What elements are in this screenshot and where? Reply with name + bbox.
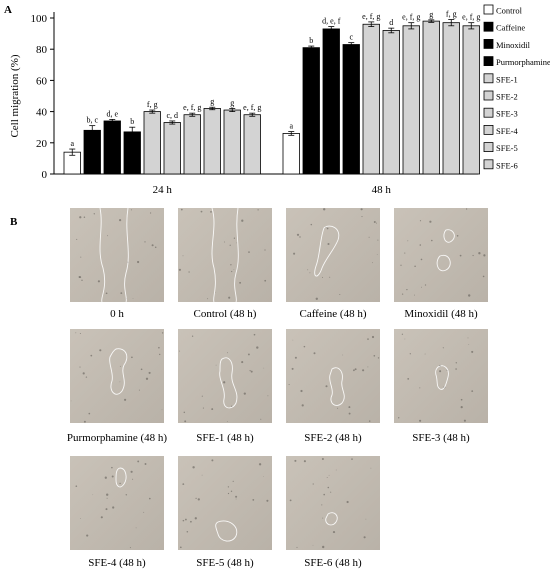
legend-label: SFE-3 [496, 109, 518, 119]
bar-sfe-1-48h [362, 23, 380, 175]
bar-purmorphamine-24h [123, 131, 141, 175]
micrograph-image [70, 456, 164, 550]
bar-sfe-2-48h [382, 30, 400, 175]
significance-label: e, f, g [362, 12, 380, 21]
legend-label: Purmorphamine [496, 57, 550, 67]
y-tick-label: 20 [36, 138, 48, 150]
legend-label: SFE-5 [496, 143, 518, 153]
legend-label: SFE-6 [496, 160, 518, 170]
micrograph-image [70, 208, 164, 302]
significance-label: g [230, 98, 234, 107]
bar-sfe-5-24h [223, 109, 241, 175]
significance-label: g [210, 97, 214, 106]
cell-migration-bar-chart: 0 20 40 60 80 100 Cell migration (%) a b, c d, e b… [9, 4, 550, 196]
x-category-label: 24 h [153, 184, 173, 196]
bar-caffeine-24h [83, 129, 101, 175]
micrograph-image [70, 329, 164, 423]
image-caption: SFE-4 (48 h) [88, 557, 146, 569]
micrograph-image [178, 208, 272, 302]
image-caption: Purmorphamine (48 h) [66, 432, 168, 444]
significance-label: a [70, 139, 74, 148]
micrograph-image [286, 456, 380, 550]
bar-sfe-4-24h [203, 108, 221, 175]
significance-label: c, d [166, 111, 178, 120]
legend-label: Minoxidil [496, 40, 531, 50]
bar-sfe-3-24h [183, 114, 201, 175]
x-category-label: 48 h [372, 184, 392, 196]
legend-swatch [483, 90, 494, 101]
panel-b-letter: B [10, 216, 18, 228]
bar-sfe-3-48h [402, 25, 420, 175]
significance-label: f, g [147, 100, 158, 109]
legend-label: SFE-1 [496, 74, 518, 84]
bar-sfe-5-48h [442, 22, 460, 175]
significance-label: g [429, 10, 433, 19]
bar-minoxidil-48h [322, 28, 340, 175]
micrograph-image [286, 208, 380, 302]
legend-swatch [483, 73, 494, 84]
micrograph-image [178, 329, 272, 423]
y-tick-label: 40 [36, 107, 48, 119]
bar-sfe-6-24h [243, 114, 261, 175]
image-caption: SFE-3 (48 h) [412, 432, 470, 444]
image-caption: SFE-5 (48 h) [196, 557, 254, 569]
significance-label: d, e [106, 109, 118, 118]
image-caption: Control (48 h) [193, 308, 257, 320]
legend-label: Control [496, 6, 523, 16]
legend-swatch [483, 159, 494, 170]
image-caption: Caffeine (48 h) [299, 308, 367, 320]
image-caption: SFE-1 (48 h) [196, 432, 254, 444]
legend-label: Caffeine [496, 23, 525, 33]
significance-label: f, g [446, 10, 457, 19]
significance-label: e, f, g [243, 103, 261, 112]
bar-purmorphamine-48h [342, 44, 360, 175]
bar-control-48h [282, 133, 300, 175]
significance-label: b [309, 36, 313, 45]
legend-swatch [483, 125, 494, 135]
image-caption: SFE-6 (48 h) [304, 557, 362, 569]
legend-swatch [483, 21, 494, 32]
bar-sfe-6-48h [462, 25, 480, 175]
significance-label: e, f, g [462, 13, 480, 22]
micrograph-image [286, 329, 380, 423]
y-axis-label: Cell migration (%) [9, 54, 21, 137]
significance-label: d [389, 18, 393, 27]
bar-sfe-1-24h [143, 111, 161, 175]
bar-caffeine-48h [302, 47, 320, 175]
y-tick-label: 0 [42, 169, 48, 181]
y-tick-label: 60 [36, 75, 48, 87]
micrograph-image [178, 456, 272, 550]
y-tick-label: 80 [36, 44, 48, 56]
image-caption: 0 h [110, 308, 124, 320]
bar-minoxidil-24h [103, 120, 121, 175]
significance-label: b, c [86, 116, 98, 125]
legend-label: SFE-4 [496, 126, 518, 136]
significance-label: e, f, g [183, 103, 201, 112]
bar-sfe-2-24h [163, 122, 181, 175]
y-tick-label: 100 [31, 13, 48, 25]
micrograph-image [394, 208, 488, 302]
legend-swatch [483, 56, 494, 66]
significance-label: a [289, 122, 293, 131]
significance-label: b [130, 117, 134, 126]
legend-swatch [483, 39, 494, 49]
legend-swatch [483, 107, 494, 118]
micrograph-image [394, 329, 488, 423]
bar-sfe-4-48h [422, 20, 440, 175]
image-caption: Minoxidil (48 h) [404, 308, 478, 320]
significance-label: e, f, g [402, 13, 420, 22]
panel-a-letter: A [4, 4, 12, 16]
significance-label: d, e, f [322, 17, 341, 26]
image-caption: SFE-2 (48 h) [304, 432, 362, 444]
legend-swatch [483, 142, 494, 153]
legend-label: SFE-2 [496, 92, 518, 102]
legend-swatch [483, 4, 494, 15]
significance-label: c [349, 33, 353, 42]
